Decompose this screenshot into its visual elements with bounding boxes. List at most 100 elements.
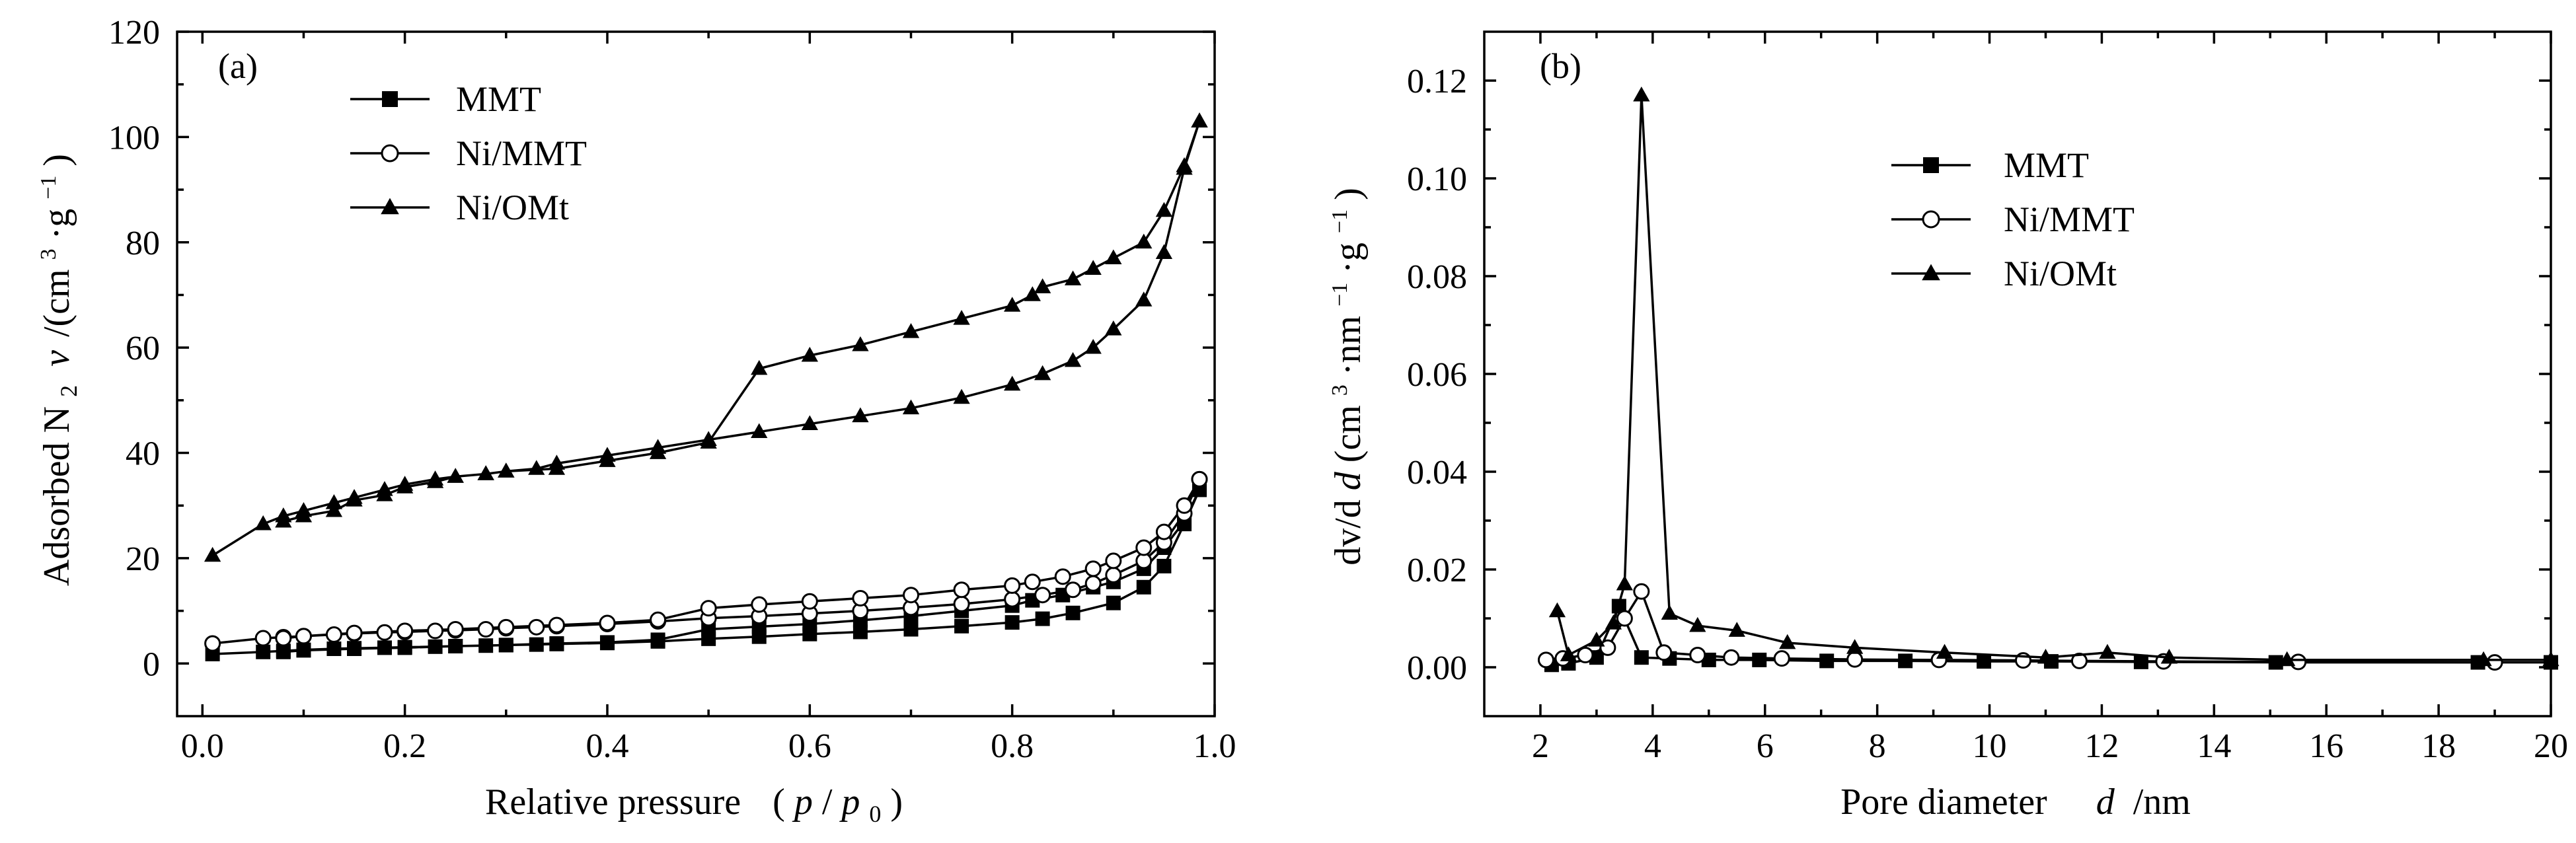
panel-b-point-ni-omt: [1605, 614, 1622, 630]
x-title-paren-open: (: [773, 782, 785, 823]
panel-b-point-ni-omt: [1616, 575, 1634, 591]
panel-a-point-ni-omt: [902, 323, 920, 338]
panel-a-y-tick-label: 40: [126, 435, 160, 473]
panel-b-y-tick-label: 0.04: [1407, 454, 1467, 492]
panel-a-point-ni-omt: [953, 310, 970, 325]
panel-a-label: (a): [218, 46, 258, 86]
panel-b-point-ni-mmt: [1616, 610, 1633, 627]
panel-a-point-mmt: [347, 641, 362, 656]
y-title-paren-close: ): [1328, 188, 1369, 200]
panel-a-point-ni-omt: [275, 512, 292, 528]
panel-b-y-tick-label: 0.06: [1407, 356, 1467, 394]
panel-a-point-mmt: [529, 637, 544, 652]
panel-a-point-ni-omt: [1034, 278, 1051, 293]
panel-a-point-ni-omt: [649, 444, 667, 459]
panel-a-point-ni-omt: [1084, 338, 1102, 354]
panel-a-point-mmt: [903, 622, 919, 637]
panel-a-legend-marker-mmt: [382, 91, 398, 107]
panel-a-point-ni-omt: [528, 460, 545, 475]
panel-b-point-ni-mmt: [1577, 647, 1594, 663]
panel-a-legend-label: MMT: [456, 79, 541, 119]
panel-a-x-axis-title: Relative pressure ( p / p 0 ): [485, 782, 903, 830]
panel-a-x-tick-label: 0.2: [383, 727, 426, 765]
panel-a-point-mmt: [650, 632, 665, 647]
panel-b-series-ni-mmt: [1537, 583, 2503, 671]
panel-a-point-ni-omt: [498, 462, 515, 478]
panel-a-point-ni-omt: [902, 399, 920, 415]
panel-b-x-tick-label: 2: [1532, 727, 1549, 765]
panel-a-point-ni-mmt: [204, 635, 221, 652]
panel-a-point-ni-mmt: [801, 593, 818, 610]
panel-a-point-mmt: [701, 622, 716, 637]
panel-a-y-tick-label: 20: [126, 540, 160, 578]
panel-a-point-ni-mmt: [477, 621, 494, 638]
panel-b-point-ni-mmt: [1537, 651, 1554, 669]
panel-b-legend-item-ni-omt: Ni/OMt: [1891, 254, 2117, 293]
panel-a-point-mmt: [448, 639, 463, 654]
panel-a-point-mmt: [954, 618, 969, 634]
y-title-unit-nm: ·nm: [1328, 316, 1369, 375]
panel-b-legend-marker-mmt: [1923, 157, 1939, 173]
panel-a-point-ni-mmt: [427, 622, 444, 640]
panel-b-point-ni-omt: [2160, 649, 2178, 664]
panel-a-y-tick-label: 0: [143, 645, 160, 683]
panel-a-point-ni-omt: [447, 468, 464, 483]
x-title-p0: p: [839, 782, 860, 823]
panel-a-point-mmt: [1156, 558, 1172, 573]
panel-a-point-mmt: [397, 640, 412, 655]
panel-a-legend-marker-ni-mmt: [381, 144, 399, 163]
panel-a-legend-item-ni-mmt: Ni/MMT: [350, 133, 587, 173]
panel-b-y-tick-label: 0.08: [1407, 258, 1467, 296]
panel-a-point-ni-omt: [852, 336, 869, 351]
panel-a-point-mmt: [1004, 615, 1020, 630]
panel-b-point-ni-mmt: [1633, 583, 1650, 600]
panel-a-point-ni-mmt: [1135, 539, 1153, 556]
panel-a-point-ni-mmt: [852, 589, 869, 606]
panel-a-point-ni-mmt: [751, 596, 768, 613]
panel-a-point-ni-omt: [1155, 244, 1173, 260]
panel-a-point-ni-omt: [376, 486, 393, 501]
panel-a-point-ni-omt: [1176, 157, 1193, 172]
panel-a-legend-marker-ni-omt: [381, 198, 399, 215]
panel-b-point-ni-mmt: [1655, 644, 1673, 661]
panel-a-point-ni-mmt: [254, 630, 272, 647]
panel-a-point-ni-omt: [1084, 260, 1102, 275]
panel-a-point-ni-omt: [1105, 249, 1122, 265]
x-title-slash: /: [822, 782, 833, 823]
panel-b-point-ni-mmt: [2070, 652, 2088, 669]
panel-a-point-ni-mmt: [1054, 568, 1071, 585]
panel-a-point-ni-omt: [700, 433, 717, 449]
panel-a-point-mmt: [1065, 605, 1080, 620]
y-title-sup-3: 3: [1328, 385, 1352, 396]
y-title-sup-3: 3: [36, 248, 61, 260]
y-title-sup-neg1-b: −1: [1328, 209, 1352, 233]
panel-b-point-mmt: [1977, 654, 1992, 669]
panel-b-point-ni-omt: [1936, 643, 1953, 659]
panel-a-point-ni-omt: [1064, 270, 1082, 285]
panel-b-x-tick-label: 8: [1869, 727, 1886, 765]
panel-a-point-mmt: [377, 640, 392, 655]
panel-a-point-ni-omt: [801, 415, 818, 431]
panel-b-point-ni-omt: [1728, 622, 1745, 637]
panel-a-point-ni-omt: [953, 388, 970, 404]
panel-b-y-tick-label: 0.00: [1407, 649, 1467, 687]
panel-b-point-ni-omt: [1689, 616, 1706, 632]
panel-a-series-mmt: [205, 482, 1207, 661]
panel-a-point-ni-omt: [852, 407, 869, 423]
panel-b-series: [1537, 87, 2559, 673]
panel-a-point-ni-mmt: [346, 624, 363, 641]
panel-a-point-ni-mmt: [447, 621, 464, 638]
panel-a-point-mmt: [549, 636, 564, 651]
panel-b-y-axis-title: dv/d d (cm 3 ·nm −1 ·g −1 ): [1314, 188, 1369, 566]
panel-b-point-ni-omt: [1588, 632, 1605, 647]
panel-b-point-mmt: [1819, 653, 1835, 669]
panel-a-point-mmt: [478, 638, 494, 653]
panel-b-label: (b): [1540, 46, 1581, 86]
panel-a-point-ni-mmt: [1065, 581, 1082, 599]
panel-b-x-tick-label: 14: [2197, 727, 2231, 765]
panel-b-point-ni-mmt: [1689, 647, 1706, 663]
panel-a-x-tick-label: 0.0: [181, 727, 224, 765]
